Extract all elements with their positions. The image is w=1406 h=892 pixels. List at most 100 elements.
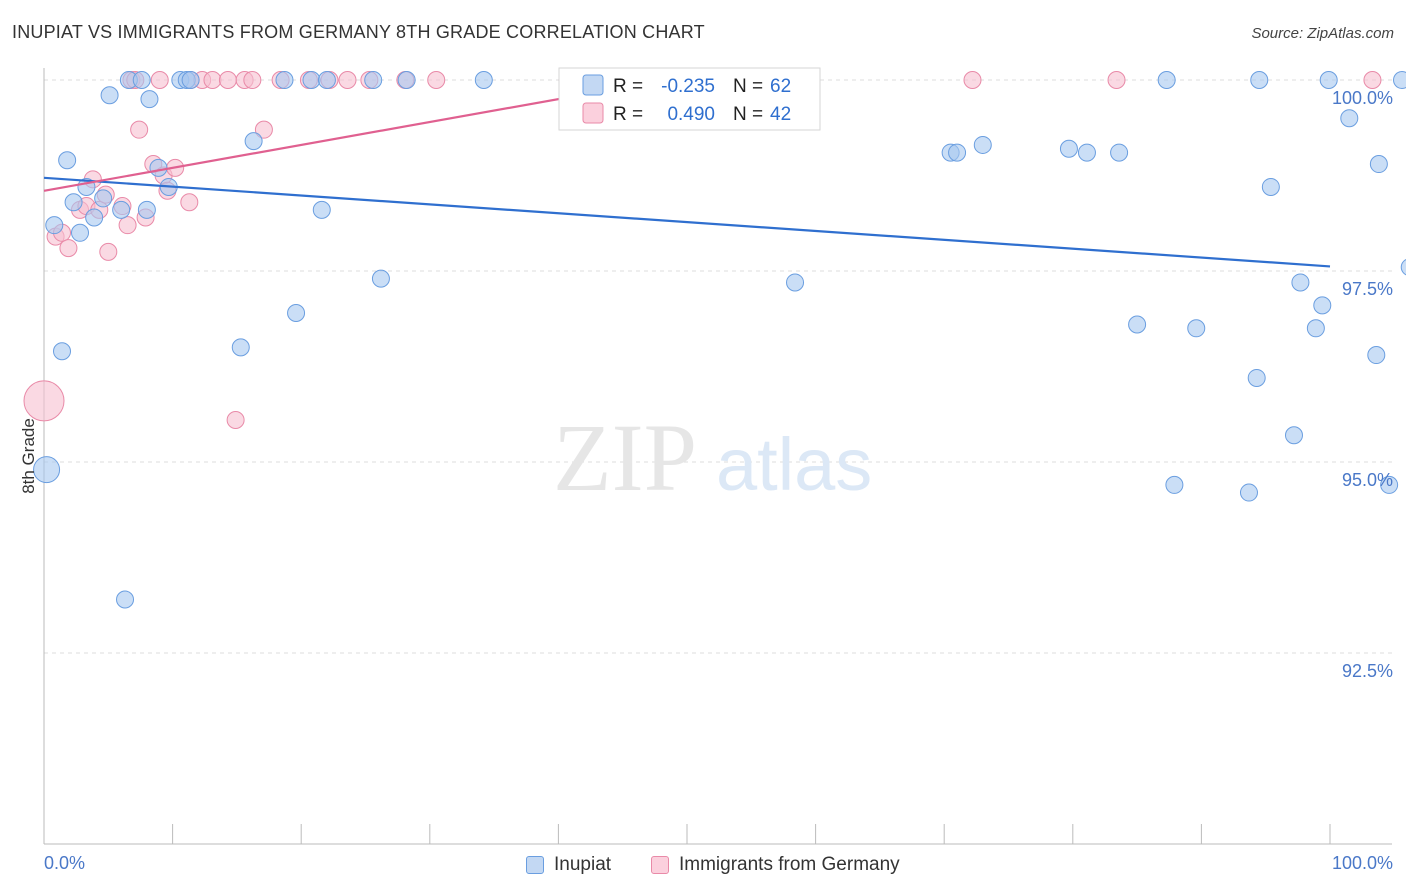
data-point-inupiat — [474, 71, 493, 89]
series-inupiat-points — [33, 71, 1406, 609]
data-point-inupiat — [64, 193, 83, 212]
legend-swatch-inupiat — [526, 856, 544, 874]
data-point-inupiat — [397, 71, 416, 89]
trend-line-inupiat — [43, 176, 1331, 268]
data-point-germany — [427, 71, 446, 89]
legend-swatch-germany — [651, 856, 669, 874]
legend-item-inupiat[interactable]: Inupiat — [526, 853, 611, 877]
data-point-inupiat — [132, 71, 151, 89]
legend-item-germany[interactable]: Immigrants from Germany — [651, 853, 900, 877]
data-point-inupiat — [58, 151, 77, 170]
data-point-inupiat — [1128, 315, 1147, 334]
data-point-inupiat — [973, 135, 992, 154]
data-point-germany — [99, 242, 118, 261]
data-point-inupiat — [100, 86, 119, 105]
legend-label-germany: Immigrants from Germany — [679, 854, 900, 875]
chart-title: INUPIAT VS IMMIGRANTS FROM GERMANY 8TH G… — [12, 22, 705, 42]
data-point-inupiat — [1165, 475, 1184, 494]
y-tick-label: 100.0% — [1332, 88, 1393, 108]
legend-label-inupiat: Inupiat — [554, 854, 612, 875]
axes — [43, 68, 1392, 845]
data-point-germany — [130, 120, 149, 139]
data-point-inupiat — [1313, 296, 1332, 315]
stats-inupiat-r-label: R = — [613, 76, 643, 97]
y-tick-label: 92.5% — [1342, 661, 1393, 681]
data-point-inupiat — [1306, 319, 1325, 338]
data-point-inupiat — [1340, 109, 1359, 128]
data-point-inupiat — [364, 71, 383, 89]
watermark: ZIP atlas — [553, 404, 872, 511]
data-point-inupiat — [149, 158, 168, 177]
data-point-inupiat — [45, 216, 64, 235]
data-point-germany — [963, 71, 982, 89]
data-point-inupiat — [85, 208, 104, 227]
y-tick-label: 95.0% — [1342, 470, 1393, 490]
data-point-inupiat — [71, 223, 90, 242]
data-point-inupiat — [371, 269, 390, 288]
stats-swatch-germany — [582, 102, 604, 124]
data-point-inupiat — [116, 590, 135, 609]
data-point-germany — [23, 380, 65, 422]
data-point-inupiat — [231, 338, 250, 357]
data-point-inupiat — [1393, 71, 1406, 89]
stats-germany-r-value: 0.490 — [667, 104, 715, 125]
y-tick-labels: 100.0% 97.5% 95.0% 92.5% — [1332, 88, 1393, 681]
data-point-germany — [338, 71, 357, 89]
stats-germany-n-value: 42 — [770, 104, 791, 125]
data-point-germany — [118, 216, 137, 235]
data-point-inupiat — [1077, 143, 1096, 162]
data-point-inupiat — [287, 304, 306, 323]
stats-legend-box: R = -0.235 N = 62 R = 0.490 N = 42 — [558, 67, 821, 131]
data-point-germany — [243, 71, 262, 89]
data-point-germany — [1107, 71, 1126, 89]
data-point-inupiat — [112, 200, 131, 219]
source-credit: Source: ZipAtlas.com — [1251, 25, 1394, 42]
y-tick-label: 97.5% — [1342, 279, 1393, 299]
data-point-inupiat — [1239, 483, 1258, 502]
data-point-inupiat — [948, 143, 967, 162]
data-point-germany — [1363, 71, 1382, 89]
data-point-inupiat — [317, 71, 336, 89]
data-point-germany — [254, 120, 273, 139]
data-point-inupiat — [302, 71, 321, 89]
data-point-inupiat — [1367, 346, 1386, 365]
y-axis-label: 8th Grade — [19, 418, 38, 494]
data-point-inupiat — [1250, 71, 1269, 89]
gridlines — [44, 79, 1392, 654]
stats-germany-n-label: N = — [733, 104, 763, 125]
data-point-inupiat — [1369, 155, 1388, 174]
stats-inupiat-n-label: N = — [733, 76, 763, 97]
data-point-inupiat — [1261, 177, 1280, 196]
data-point-inupiat — [275, 71, 294, 89]
data-point-inupiat — [1247, 368, 1266, 387]
x-tick-label-min: 0.0% — [44, 853, 85, 873]
x-tick-label-max: 100.0% — [1332, 853, 1393, 873]
data-point-inupiat — [1110, 143, 1129, 162]
data-point-germany — [226, 410, 245, 429]
data-point-inupiat — [244, 132, 263, 151]
data-point-inupiat — [1380, 475, 1399, 494]
data-point-inupiat — [1059, 139, 1078, 158]
data-point-germany — [180, 193, 199, 212]
data-point-inupiat — [33, 456, 61, 484]
data-point-inupiat — [140, 90, 159, 109]
data-point-germany — [203, 71, 222, 89]
watermark-atlas: atlas — [716, 423, 872, 506]
data-point-inupiat — [312, 200, 331, 219]
stats-germany-r-label: R = — [613, 104, 643, 125]
data-point-germany — [218, 71, 237, 89]
data-point-inupiat — [1157, 71, 1176, 89]
stats-inupiat-r-value: -0.235 — [661, 76, 715, 97]
data-point-inupiat — [1291, 273, 1310, 292]
data-point-germany — [59, 239, 78, 258]
data-point-inupiat — [181, 71, 200, 89]
data-point-germany — [150, 71, 169, 89]
data-point-inupiat — [53, 342, 72, 361]
data-point-inupiat — [1400, 258, 1406, 276]
stats-inupiat-n-value: 62 — [770, 76, 791, 97]
watermark-zip: ZIP — [553, 404, 697, 511]
stats-swatch-inupiat — [582, 74, 604, 96]
data-point-inupiat — [1284, 426, 1303, 445]
data-point-inupiat — [1319, 71, 1338, 89]
